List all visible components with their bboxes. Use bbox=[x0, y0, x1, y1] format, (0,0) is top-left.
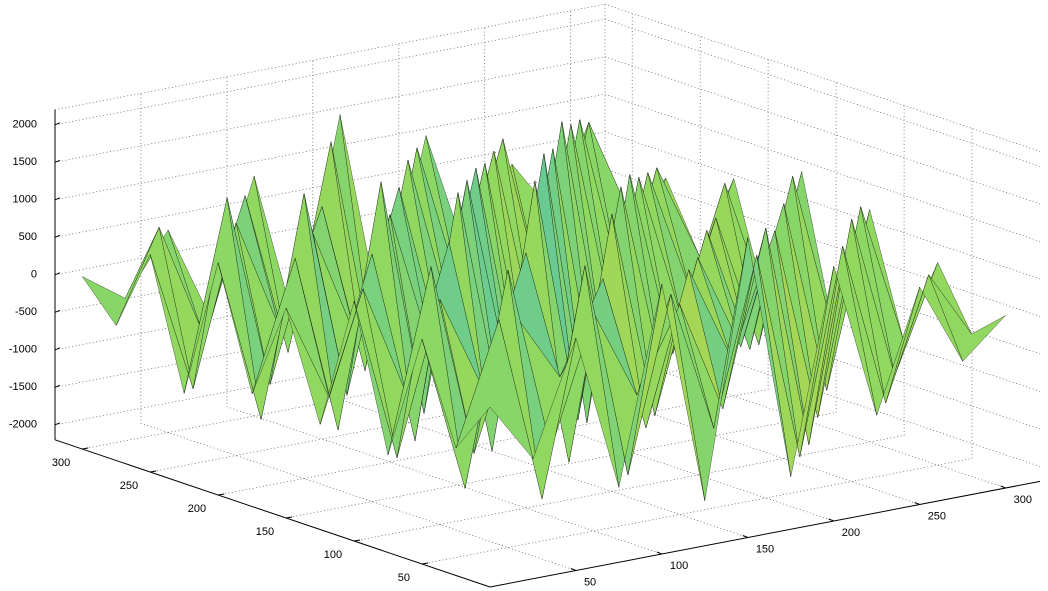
x-axis bbox=[490, 481, 1040, 587]
x-tick bbox=[743, 536, 748, 538]
box-edge bbox=[55, 4, 1040, 151]
x-tick-label: 150 bbox=[756, 543, 774, 555]
y-tick bbox=[218, 494, 224, 495]
z-tick-label: 2000 bbox=[13, 119, 37, 131]
z-tick-label: 500 bbox=[19, 231, 37, 243]
y-tick bbox=[422, 563, 428, 564]
x-tick-label: 50 bbox=[584, 576, 596, 588]
z-tick-label: -1500 bbox=[9, 381, 37, 393]
y-tick-label: 50 bbox=[398, 572, 410, 584]
y-tick bbox=[354, 540, 360, 541]
chart: -2000 -1500 -1000 -500 0 500 1000 1500 2000 50 100… bbox=[0, 0, 1048, 591]
y-tick bbox=[82, 448, 88, 449]
x-tick-label: 200 bbox=[842, 527, 860, 539]
y-tick-label: 200 bbox=[188, 503, 206, 515]
grid-line bbox=[55, 19, 1040, 166]
y-tick-label: 100 bbox=[324, 549, 342, 561]
z-tick-label: 1500 bbox=[13, 156, 37, 168]
z-tick-label: 0 bbox=[31, 269, 37, 281]
x-tick bbox=[915, 503, 920, 505]
x-tick bbox=[657, 552, 662, 554]
y-tick bbox=[150, 471, 156, 472]
surface-patch bbox=[82, 227, 159, 325]
z-tick-label: -2000 bbox=[9, 419, 37, 431]
x-tick-label: 100 bbox=[670, 560, 688, 572]
x-tick-label: 300 bbox=[1014, 494, 1032, 506]
y-axis bbox=[55, 440, 490, 587]
x-tick bbox=[1001, 486, 1006, 488]
x-tick bbox=[829, 519, 834, 521]
y-tick-label: 150 bbox=[256, 526, 274, 538]
z-tick-label: 1000 bbox=[13, 194, 37, 206]
x-tick-label: 250 bbox=[928, 510, 946, 522]
z-tick-label: -1000 bbox=[9, 344, 37, 356]
x-tick bbox=[571, 569, 576, 571]
z-tick-label: -500 bbox=[15, 306, 37, 318]
y-tick-label: 250 bbox=[120, 480, 138, 492]
y-tick-label: 300 bbox=[52, 457, 70, 469]
y-tick bbox=[286, 517, 292, 518]
